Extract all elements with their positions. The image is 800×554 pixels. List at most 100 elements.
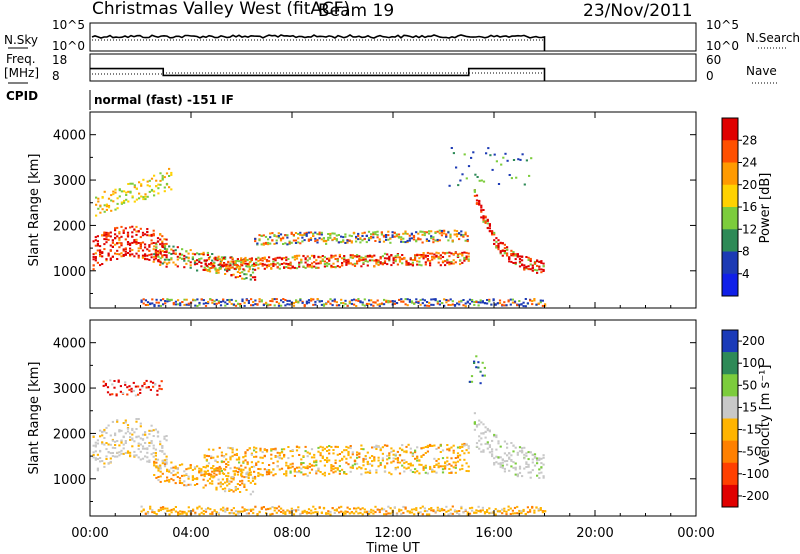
heatmap-cell <box>236 276 239 278</box>
heatmap-cell <box>122 249 125 252</box>
heatmap-cell <box>508 174 511 176</box>
heatmap-cell <box>450 262 453 265</box>
heatmap-cell <box>224 258 227 260</box>
heatmap-cell <box>153 190 156 193</box>
heatmap-cell <box>226 507 229 510</box>
heatmap-cell <box>346 510 349 513</box>
heatmap-cell <box>411 464 414 467</box>
heatmap-cell <box>214 267 217 270</box>
heatmap-cell <box>279 239 283 242</box>
heatmap-cell <box>434 298 437 301</box>
heatmap-cell <box>178 482 182 484</box>
heatmap-cell <box>516 505 519 508</box>
heatmap-cell <box>275 239 278 242</box>
heatmap-cell <box>217 512 220 515</box>
heatmap-cell <box>473 360 476 363</box>
heatmap-cell <box>315 464 318 467</box>
heatmap-cell <box>377 264 380 266</box>
heatmap-cell <box>118 232 121 235</box>
heatmap-cell <box>166 298 169 301</box>
heatmap-cell <box>141 234 145 237</box>
heatmap-cell <box>159 480 162 483</box>
y-tick-label: 2000 <box>53 219 86 234</box>
heatmap-cell <box>508 456 511 459</box>
heatmap-cell <box>301 511 304 514</box>
heatmap-cell <box>113 386 116 389</box>
heatmap-cell <box>109 452 112 455</box>
heatmap-cell <box>150 234 153 237</box>
heatmap-cell <box>488 507 491 510</box>
heatmap-cell <box>437 261 440 264</box>
heatmap-cell <box>401 464 404 467</box>
heatmap-cell <box>468 298 472 301</box>
heatmap-cell <box>460 230 463 233</box>
heatmap-cell <box>486 227 489 230</box>
heatmap-cell <box>148 433 151 436</box>
heatmap-cell <box>495 455 498 458</box>
heatmap-cell <box>106 386 110 389</box>
heatmap-cell <box>372 512 375 515</box>
heatmap-cell <box>315 266 318 269</box>
heatmap-cell <box>265 512 268 515</box>
heatmap-cell <box>362 464 365 467</box>
heatmap-cell <box>342 304 345 307</box>
heatmap-cell <box>128 388 131 391</box>
heatmap-cell <box>318 300 321 303</box>
heatmap-cell <box>350 241 353 244</box>
heatmap-cell <box>450 471 453 474</box>
heatmap-cell <box>288 510 291 513</box>
heatmap-cell <box>210 455 213 458</box>
heatmap-cell <box>111 239 114 242</box>
heatmap-cell <box>269 513 272 516</box>
x-tick-label: 20:00 <box>576 526 613 541</box>
heatmap-cell <box>428 230 431 233</box>
heatmap-cell <box>99 211 102 214</box>
heatmap-cell <box>464 239 467 242</box>
heatmap-cell <box>156 237 160 240</box>
heatmap-cell <box>239 303 242 305</box>
heatmap-cell <box>453 233 456 236</box>
heatmap-cell <box>459 458 462 461</box>
heatmap-cell <box>356 462 359 465</box>
heatmap-cell <box>246 461 249 464</box>
heatmap-cell <box>496 302 499 305</box>
heatmap-cell <box>466 235 469 238</box>
heatmap-cell <box>470 375 474 378</box>
heatmap-cell <box>444 467 447 470</box>
heatmap-cell <box>139 392 142 394</box>
heatmap-cell <box>480 437 483 440</box>
heatmap-cell <box>127 200 130 203</box>
heatmap-cell <box>105 448 108 451</box>
heatmap-cell <box>244 258 247 261</box>
heatmap-cell <box>363 298 366 301</box>
heatmap-cell <box>257 472 260 474</box>
heatmap-cell <box>381 459 384 462</box>
heatmap-cell <box>510 260 513 263</box>
colorbar-tick-label: 24 <box>742 156 757 170</box>
heatmap-cell <box>250 508 253 511</box>
heatmap-cell <box>153 305 156 308</box>
heatmap-cell <box>349 445 352 447</box>
heatmap-cell <box>114 434 117 437</box>
heatmap-cell <box>200 261 203 264</box>
heatmap-cell <box>179 512 182 515</box>
heatmap-cell <box>479 510 482 513</box>
heatmap-cell <box>385 299 388 302</box>
heatmap-cell <box>235 458 238 461</box>
heatmap-cell <box>310 468 314 471</box>
heatmap-cell <box>193 466 197 469</box>
heatmap-cell <box>274 448 277 451</box>
heatmap-cell <box>141 241 145 244</box>
heatmap-cell <box>159 264 162 266</box>
heatmap-cell <box>203 259 206 262</box>
heatmap-cell <box>137 393 140 396</box>
heatmap-cell <box>538 265 541 268</box>
heatmap-cell <box>239 480 242 483</box>
heatmap-cell <box>438 508 441 511</box>
heatmap-cell <box>473 301 476 303</box>
heatmap-cell <box>392 259 395 262</box>
heatmap-cell <box>140 184 143 187</box>
heatmap-cell <box>137 242 140 244</box>
heatmap-cell <box>359 241 362 244</box>
heatmap-cell <box>247 473 250 476</box>
